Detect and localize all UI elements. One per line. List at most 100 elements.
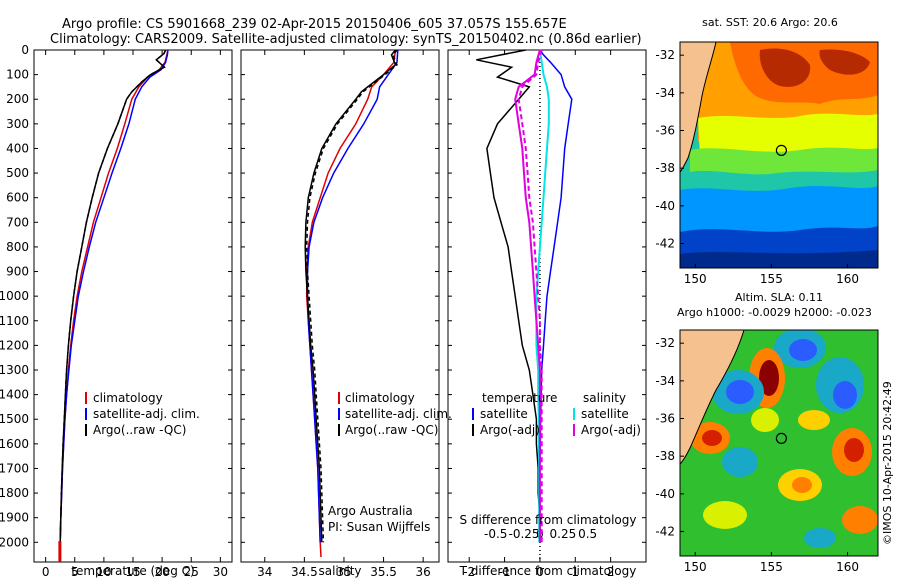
sst-band-darkest (680, 250, 878, 268)
imos-credit: ©IMOS 10-Apr-2015 20:42:49 (881, 381, 894, 545)
difference-x-tick-label: -2 (463, 565, 475, 579)
temperature-x-tick-label: 15 (125, 565, 140, 579)
legend-label-s-satellite: satellite (581, 407, 629, 421)
sst-hot-core-2 (819, 49, 870, 75)
sla-eddy-7 (798, 410, 830, 430)
salinity-series-argo (304, 49, 397, 543)
salinity-series-argo-qc (305, 49, 398, 543)
temperature-x-tick-label: 10 (96, 565, 111, 579)
sst-band-yellow (698, 113, 878, 156)
temperature-x-tick-label: 5 (71, 565, 79, 579)
temperature-series-argo-qc (59, 49, 167, 543)
depth-tick-label: 700 (6, 215, 29, 229)
legend-title-salinity: salinity (583, 391, 626, 405)
sst-lat-tick-label: -38 (655, 161, 675, 175)
sla-float-marker (775, 432, 788, 444)
depth-tick-label: 200 (6, 92, 29, 106)
map-axes: 150 155 160 -32 -34 -36 -38 -40 -42 150 155 160 -32 -… (655, 48, 859, 574)
legend-label-s-argo: Argo(-adj) (581, 423, 641, 437)
sst-map-title: sat. SST: 20.6 Argo: 20.6 (702, 16, 838, 29)
sla-eddy-3-core (726, 380, 754, 404)
sst-lat-tick-label: -36 (655, 124, 675, 138)
difference-x-tick-label: 1 (571, 565, 579, 579)
sla-eddy-5 (722, 447, 758, 477)
sla-map (680, 330, 878, 556)
salinity-legend: climatology satellite-adj. clim. Argo(..… (328, 391, 452, 534)
difference-legend: temperature satellite Argo(-adj) salinit… (472, 391, 641, 437)
s-diff-tick-label: 0.5 (578, 527, 597, 541)
pi-label: PI: Susan Wijffels (328, 520, 430, 534)
sla-lon-tick-label: 155 (760, 560, 783, 574)
sla-eddy-6 (751, 408, 779, 432)
temperature-plot-frame (33, 49, 233, 563)
sst-lat-tick-label: -32 (655, 48, 675, 62)
depth-tick-label: 1300 (0, 363, 29, 377)
legend-label-t-satellite: satellite (480, 407, 528, 421)
legend-label-satellite: satellite-adj. clim. (345, 407, 452, 421)
sla-eddy-2-core (759, 360, 779, 396)
depth-tick-label: 1700 (0, 461, 29, 475)
difference-series-S-argo-qc (517, 49, 543, 543)
sst-float-marker (775, 144, 788, 156)
temperature-x-tick-label: 20 (154, 565, 169, 579)
s-difference-axis-label: S difference from climatology (460, 513, 637, 527)
sla-lat-tick-label: -34 (655, 374, 675, 388)
sla-map-title: Altim. SLA: 0.11 (735, 291, 823, 304)
legend-label-climatology: climatology (345, 391, 415, 405)
header-line-2: Climatology: CARS2009. Satellite-adjuste… (50, 32, 642, 47)
header-line-1: Argo profile: CS 5901668_239 02-Apr-2015… (62, 17, 567, 32)
depth-tick-label: 300 (6, 117, 29, 131)
s-diff-tick-label: -0.5 (484, 527, 507, 541)
salinity-x-tick-label: 34.5 (291, 565, 318, 579)
s-diff-tick-label: 0.25 (550, 527, 577, 541)
depth-tick-label: 500 (6, 166, 29, 180)
legend-label-argo: Argo(..raw -QC) (93, 423, 186, 437)
sla-eddy-10-core (792, 477, 812, 493)
legend-label-climatology: climatology (93, 391, 163, 405)
difference-x-tick-label: -1 (499, 565, 511, 579)
legend-label-t-argo: Argo(-adj) (480, 423, 540, 437)
sst-hot-core (759, 48, 811, 87)
temperature-x-tick-label: 25 (184, 565, 199, 579)
salinity-x-tick-label: 36 (416, 565, 431, 579)
sst-lat-tick-label: -42 (655, 237, 675, 251)
sst-lat-tick-label: -34 (655, 86, 675, 100)
argo-australia-label: Argo Australia (328, 504, 413, 518)
sla-eddy-9-core (844, 438, 864, 462)
temperature-x-tick-label: 0 (42, 565, 50, 579)
sla-lat-tick-label: -32 (655, 336, 675, 350)
sla-lat-tick-label: -38 (655, 449, 675, 463)
depth-axis: 0 100 200 300 400 500 600 700 800 900 1000 1100 1200… (0, 43, 646, 549)
salinity-axis-label: salinity (318, 564, 361, 578)
temperature-legend: climatology satellite-adj. clim. Argo(..… (85, 391, 200, 437)
sla-eddy-12 (842, 506, 878, 534)
salinity-plot-frame (240, 49, 440, 563)
sla-eddy-1-core (789, 339, 817, 361)
depth-tick-label: 2000 (0, 535, 29, 549)
sst-map-frame (679, 41, 879, 269)
sla-eddy-11 (703, 501, 747, 529)
depth-tick-label: 0 (21, 43, 29, 57)
depth-tick-label: 1900 (0, 511, 29, 525)
sst-lon-tick-label: 160 (836, 272, 859, 286)
depth-tick-label: 1100 (0, 314, 29, 328)
sla-lon-tick-label: 150 (684, 560, 707, 574)
sst-lat-tick-label: -40 (655, 199, 675, 213)
sst-band-green (690, 147, 878, 175)
difference-series-S-argo (514, 49, 541, 543)
depth-tick-label: 1800 (0, 486, 29, 500)
sla-map-frame (679, 329, 879, 557)
sla-map-land (680, 330, 745, 465)
depth-tick-label: 100 (6, 68, 29, 82)
legend-label-satellite: satellite-adj. clim. (93, 407, 200, 421)
sla-lat-tick-label: -40 (655, 487, 675, 501)
sla-lat-tick-label: -42 (655, 525, 675, 539)
s-diff-tick-label: -0.25 (508, 527, 539, 541)
temperature-x-tick-label: 30 (213, 565, 228, 579)
sla-lat-tick-label: -36 (655, 412, 675, 426)
sla-lon-tick-label: 160 (836, 560, 859, 574)
difference-x-tick-label: 0 (536, 565, 544, 579)
depth-tick-label: 800 (6, 240, 29, 254)
depth-tick-label: 1200 (0, 338, 29, 352)
